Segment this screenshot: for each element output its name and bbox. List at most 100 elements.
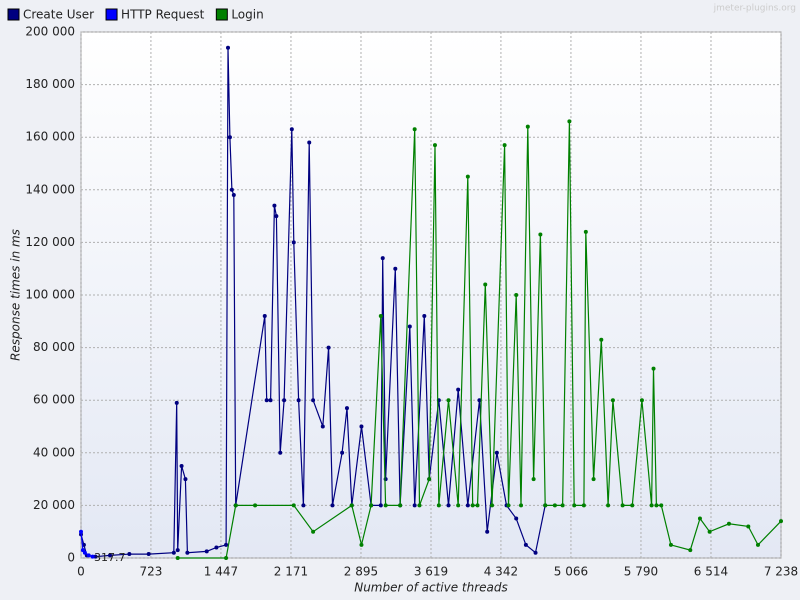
point	[93, 554, 98, 559]
point	[320, 424, 325, 429]
point	[224, 556, 229, 560]
x-tick-label: 4 342	[484, 565, 518, 579]
point	[233, 503, 238, 508]
point	[572, 503, 577, 508]
point	[291, 503, 296, 508]
point	[552, 503, 557, 508]
point	[533, 550, 538, 555]
point	[456, 387, 461, 392]
point	[378, 314, 383, 319]
point	[688, 548, 693, 553]
legend-label: Login	[231, 8, 263, 22]
point	[179, 463, 184, 468]
point	[272, 203, 277, 208]
y-tick-label: 80 000	[33, 340, 75, 354]
point	[171, 550, 176, 555]
point	[427, 477, 432, 482]
point	[465, 503, 470, 508]
point	[204, 549, 209, 554]
point	[502, 143, 507, 148]
point	[591, 477, 596, 482]
point	[531, 477, 536, 482]
point	[214, 545, 219, 550]
point	[470, 503, 475, 508]
point	[583, 229, 588, 234]
point	[229, 187, 234, 192]
point	[79, 529, 83, 534]
point	[183, 477, 188, 482]
point	[651, 366, 656, 371]
point	[278, 450, 283, 455]
point	[311, 529, 316, 534]
y-tick-label: 200 000	[25, 25, 75, 39]
point	[369, 503, 374, 508]
x-tick-label: 2 895	[344, 565, 378, 579]
point	[289, 127, 294, 132]
point	[82, 550, 87, 555]
point	[412, 127, 417, 132]
point	[446, 398, 451, 403]
point	[639, 398, 644, 403]
point	[185, 550, 190, 555]
point	[755, 542, 760, 547]
watermark: jmeter-plugins.org	[713, 4, 796, 14]
point	[108, 553, 113, 558]
point	[231, 193, 236, 198]
point	[264, 398, 269, 403]
point	[380, 256, 385, 261]
point	[514, 516, 519, 521]
point	[659, 503, 664, 508]
point	[436, 503, 441, 508]
point	[301, 503, 306, 508]
point	[465, 174, 470, 179]
point	[485, 529, 490, 534]
point	[282, 398, 287, 403]
point	[398, 503, 403, 508]
point	[417, 503, 422, 508]
x-tick-label: 3 619	[414, 565, 448, 579]
y-tick-label: 100 000	[25, 288, 75, 302]
point	[224, 542, 229, 547]
x-tick-label: 5 066	[554, 565, 588, 579]
legend-label: Create User	[23, 8, 94, 22]
point	[483, 282, 488, 287]
x-tick-label: 2 171	[274, 565, 308, 579]
point	[523, 542, 528, 547]
y-tick-label: 20 000	[33, 498, 75, 512]
point	[654, 503, 659, 508]
point	[175, 548, 180, 553]
point	[407, 324, 412, 329]
y-axis-label: Response times in ms	[9, 229, 23, 361]
point	[326, 345, 331, 350]
point	[620, 503, 625, 508]
x-tick-label: 0	[77, 565, 85, 579]
point	[707, 529, 712, 534]
x-tick-label: 5 790	[624, 565, 658, 579]
point	[649, 503, 654, 508]
point	[746, 524, 751, 529]
legend-swatch	[7, 8, 20, 21]
point	[359, 542, 364, 547]
point	[581, 503, 586, 508]
point	[560, 503, 565, 508]
point	[475, 503, 480, 508]
point	[268, 398, 273, 403]
y-tick-label: 180 000	[25, 77, 75, 91]
point	[330, 503, 335, 508]
point	[349, 503, 354, 508]
point	[174, 400, 179, 405]
point	[525, 124, 530, 129]
point	[378, 503, 383, 508]
y-tick-label: 40 000	[33, 445, 75, 459]
point	[668, 542, 673, 547]
point	[90, 554, 95, 559]
point	[514, 293, 519, 297]
y-tick-label: 60 000	[33, 393, 75, 407]
x-tick-label: 1 447	[204, 565, 238, 579]
legend-swatch	[215, 8, 228, 21]
point	[519, 503, 524, 508]
point	[175, 556, 180, 560]
legend-swatch	[105, 8, 118, 21]
point	[412, 503, 417, 508]
